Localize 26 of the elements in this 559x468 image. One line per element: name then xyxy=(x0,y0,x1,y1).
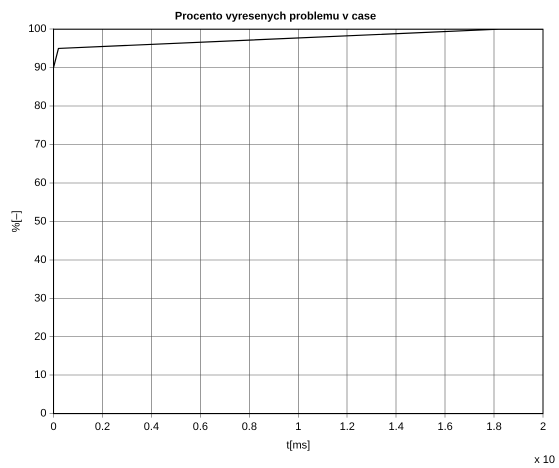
x-tick-label: 0.8 xyxy=(242,421,257,434)
y-axis-title: %[–] xyxy=(10,210,23,232)
y-tick-label: 60 xyxy=(34,176,47,189)
x-tick-label: 0.6 xyxy=(192,421,208,434)
text: x 10 xyxy=(534,454,555,466)
y-tick-label: 20 xyxy=(34,330,47,343)
y-tick-label: 30 xyxy=(34,292,47,304)
y-tick-label: 10 xyxy=(34,369,47,382)
x-tick-label: 1.8 xyxy=(486,421,502,434)
y-tick-label: 0 xyxy=(40,408,47,420)
y-tick-label: 50 xyxy=(34,215,47,228)
y-tick-label: 90 xyxy=(34,62,47,74)
x-tick-label: 0 xyxy=(50,421,57,434)
x-tick-label: 0.2 xyxy=(94,421,110,434)
x-tick-label: 1.6 xyxy=(437,421,453,434)
x-tick-label: 1.2 xyxy=(340,421,355,434)
y-tick-label: 70 xyxy=(34,138,47,151)
y-tick-label: 80 xyxy=(34,100,47,112)
x-tick-label: 1 xyxy=(295,421,302,434)
x-axis-title: t[ms] xyxy=(286,439,310,452)
y-tick-label: 100 xyxy=(28,23,47,36)
x-tick-label: 0.4 xyxy=(144,421,160,434)
x-tick-label: 2 xyxy=(540,421,546,434)
y-tick-label: 40 xyxy=(34,254,47,266)
chart-title: Procento vyresenych problemu v case xyxy=(174,10,376,23)
x-tick-label: 1.4 xyxy=(388,421,404,434)
